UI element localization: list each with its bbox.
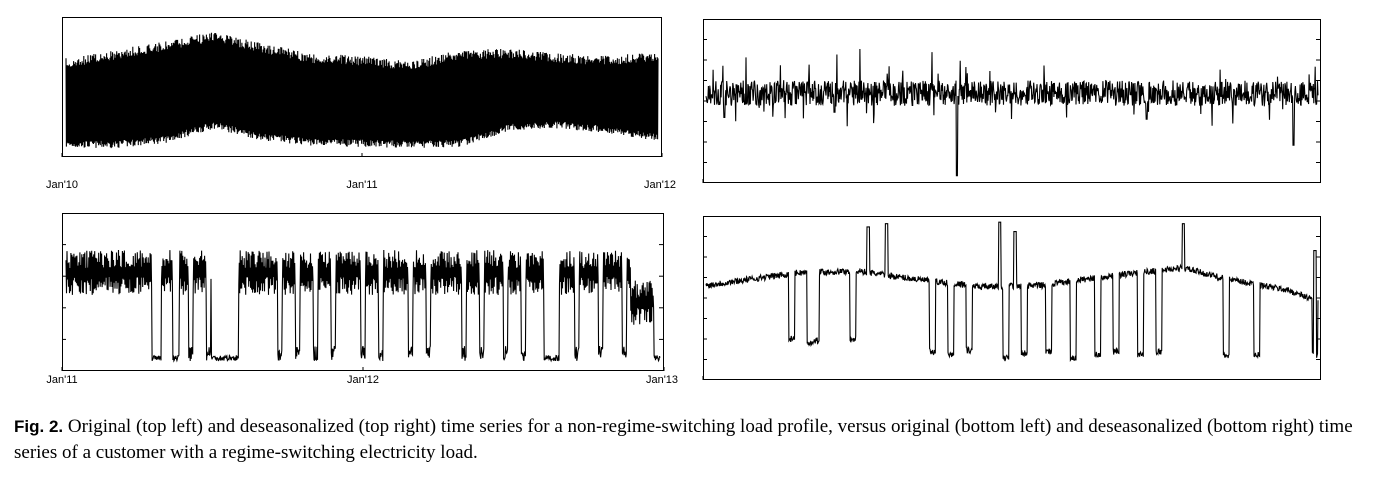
figure-caption: Fig. 2. Original (top left) and deseason… (14, 414, 1366, 466)
chart-bottom-left (61, 213, 665, 371)
panel-bottom-left: Jan'11 Jan'12 Jan'13 (46, 213, 678, 387)
chart-top-left (61, 17, 663, 157)
series-line (65, 32, 659, 149)
panel-top-right (702, 19, 1321, 183)
bottom-right-frame (703, 216, 1321, 380)
x-tick-label-3: Jan'12 (643, 179, 677, 191)
x-tick-label-2: Jan'11 (346, 179, 378, 191)
chart-bottom-right (702, 216, 1321, 380)
x-tick-label-3: Jan'13 (645, 374, 679, 386)
series-line (705, 221, 1319, 362)
x-tick-label-1: Jan'11 (46, 374, 78, 386)
panel-top-left: Jan'10 Jan'11 Jan'12 (46, 17, 676, 193)
series-line (705, 48, 1319, 177)
x-tick-label-2: Jan'12 (346, 374, 380, 386)
chart-top-right (702, 19, 1321, 183)
panel-bottom-right (702, 216, 1321, 380)
caption-text: Original (top left) and deseasonalized (… (14, 416, 1353, 463)
series-line (65, 249, 661, 363)
caption-label: Fig. 2. (14, 417, 64, 436)
x-tick-label-1: Jan'10 (45, 179, 79, 191)
